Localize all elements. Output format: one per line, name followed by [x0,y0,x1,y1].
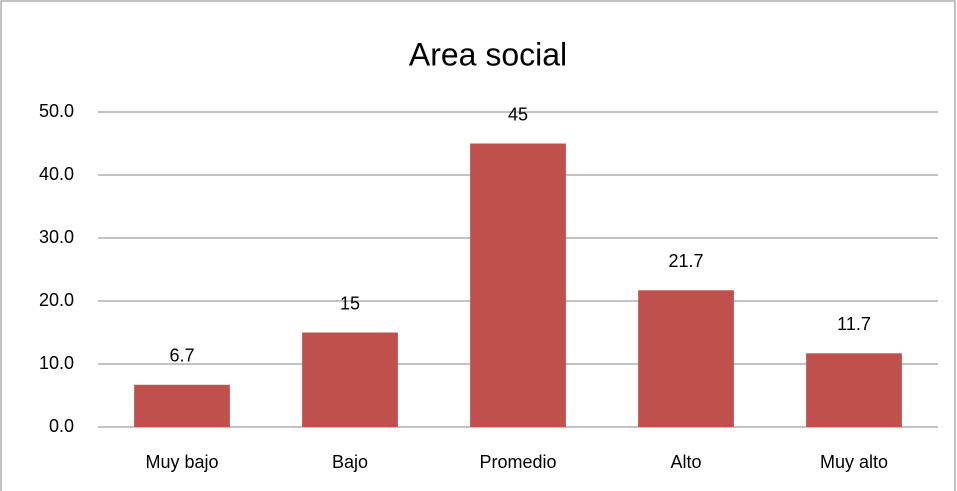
data-label: 6.7 [169,346,194,366]
bar [134,384,230,427]
y-tick-label: 0.0 [49,416,74,436]
data-label: 11.7 [837,314,871,334]
x-tick-label: Promedio [479,452,556,472]
data-label: 15 [340,293,360,313]
y-tick-label: 40.0 [39,164,74,184]
x-tick-label: Alto [670,452,701,472]
x-tick-label: Bajo [332,452,368,472]
data-label: 21.7 [668,251,703,271]
x-tick-label: Muy alto [820,452,888,472]
data-label: 45 [508,104,528,124]
chart-title: Area social [409,36,567,72]
bar [806,353,902,427]
bar [470,143,566,427]
x-tick-label: Muy bajo [145,452,218,472]
bar [638,290,734,427]
bar [302,332,398,427]
y-tick-label: 20.0 [39,290,74,310]
y-tick-label: 10.0 [39,353,74,373]
y-tick-label: 50.0 [39,101,74,121]
y-tick-label: 30.0 [39,227,74,247]
